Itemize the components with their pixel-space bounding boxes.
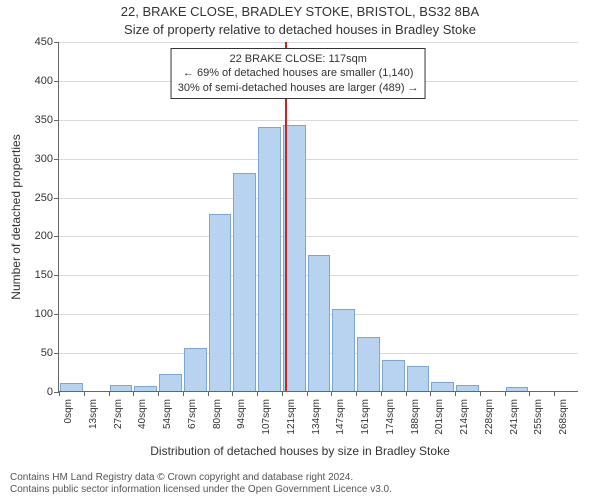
histogram-bar bbox=[332, 309, 355, 391]
xtick-label: 201sqm bbox=[434, 399, 445, 435]
histogram-bar bbox=[456, 385, 479, 391]
xtick-label: 268sqm bbox=[558, 399, 569, 435]
xtick-mark bbox=[84, 391, 85, 396]
xtick-label: 188sqm bbox=[410, 399, 421, 435]
histogram-bar bbox=[407, 366, 430, 391]
xtick-label: 54sqm bbox=[162, 399, 173, 429]
ytick-label: 200 bbox=[35, 230, 59, 242]
xtick-label: 241sqm bbox=[509, 399, 520, 435]
annotation-line-3: 30% of semi-detached houses are larger (… bbox=[178, 81, 419, 95]
xtick-mark bbox=[480, 391, 481, 396]
xtick-label: 0sqm bbox=[63, 399, 74, 423]
xtick-mark bbox=[307, 391, 308, 396]
ytick-label: 100 bbox=[35, 308, 59, 320]
xtick-mark bbox=[455, 391, 456, 396]
xtick-label: 67sqm bbox=[187, 399, 198, 429]
annotation-line-1: 22 BRAKE CLOSE: 117sqm bbox=[178, 52, 419, 66]
ytick-label: 250 bbox=[35, 192, 59, 204]
xtick-label: 255sqm bbox=[533, 399, 544, 435]
xtick-mark bbox=[505, 391, 506, 396]
ytick-label: 50 bbox=[41, 347, 59, 359]
histogram-bar bbox=[258, 127, 281, 391]
histogram-bar bbox=[233, 173, 256, 391]
xtick-label: 134sqm bbox=[311, 399, 322, 435]
ytick-label: 300 bbox=[35, 153, 59, 165]
histogram-bar bbox=[134, 386, 157, 391]
histogram-bar bbox=[382, 360, 405, 391]
histogram-bar bbox=[159, 374, 182, 391]
grid-line bbox=[59, 42, 578, 43]
xtick-label: 107sqm bbox=[261, 399, 272, 435]
footer-copyright: Contains HM Land Registry data © Crown c… bbox=[10, 472, 353, 485]
x-axis-label: Distribution of detached houses by size … bbox=[0, 444, 600, 458]
histogram-bar bbox=[308, 255, 331, 391]
xtick-mark bbox=[208, 391, 209, 396]
ytick-label: 350 bbox=[35, 114, 59, 126]
histogram-bar bbox=[110, 385, 133, 391]
xtick-mark bbox=[158, 391, 159, 396]
xtick-mark bbox=[554, 391, 555, 396]
xtick-mark bbox=[109, 391, 110, 396]
xtick-label: 94sqm bbox=[236, 399, 247, 429]
grid-line bbox=[59, 159, 578, 160]
histogram-bar bbox=[506, 387, 529, 391]
footer-licence: Contains public sector information licen… bbox=[10, 484, 392, 497]
xtick-label: 27sqm bbox=[113, 399, 124, 429]
xtick-label: 40sqm bbox=[137, 399, 148, 429]
ytick-label: 400 bbox=[35, 75, 59, 87]
annotation-line-2: ← 69% of detached houses are smaller (1,… bbox=[178, 66, 419, 80]
plot-area: 0501001502002503003504004500sqm13sqm27sq… bbox=[58, 42, 578, 392]
histogram-bar bbox=[431, 382, 454, 391]
xtick-label: 121sqm bbox=[286, 399, 297, 435]
grid-line bbox=[59, 120, 578, 121]
xtick-mark bbox=[406, 391, 407, 396]
ytick-label: 0 bbox=[47, 386, 59, 398]
xtick-label: 147sqm bbox=[335, 399, 346, 435]
y-axis-label: Number of detached properties bbox=[9, 134, 23, 299]
xtick-mark bbox=[356, 391, 357, 396]
xtick-label: 80sqm bbox=[212, 399, 223, 429]
xtick-label: 174sqm bbox=[385, 399, 396, 435]
xtick-label: 13sqm bbox=[88, 399, 99, 429]
xtick-mark bbox=[381, 391, 382, 396]
annotation-box: 22 BRAKE CLOSE: 117sqm ← 69% of detached… bbox=[171, 48, 426, 99]
xtick-label: 214sqm bbox=[459, 399, 470, 435]
histogram-bar bbox=[60, 383, 83, 391]
chart-container: { "titles": { "address": "22, BRAKE CLOS… bbox=[0, 0, 600, 500]
xtick-mark bbox=[232, 391, 233, 396]
grid-line bbox=[59, 198, 578, 199]
xtick-mark bbox=[331, 391, 332, 396]
xtick-label: 161sqm bbox=[360, 399, 371, 435]
chart-subtitle: Size of property relative to detached ho… bbox=[0, 22, 600, 37]
histogram-bar bbox=[184, 348, 207, 391]
xtick-mark bbox=[59, 391, 60, 396]
xtick-mark bbox=[183, 391, 184, 396]
ytick-label: 450 bbox=[35, 36, 59, 48]
xtick-mark bbox=[257, 391, 258, 396]
xtick-mark bbox=[430, 391, 431, 396]
xtick-mark bbox=[282, 391, 283, 396]
xtick-mark bbox=[529, 391, 530, 396]
histogram-bar bbox=[357, 337, 380, 391]
address-title: 22, BRAKE CLOSE, BRADLEY STOKE, BRISTOL,… bbox=[0, 4, 600, 19]
ytick-label: 150 bbox=[35, 269, 59, 281]
histogram-bar bbox=[209, 214, 232, 391]
xtick-mark bbox=[133, 391, 134, 396]
grid-line bbox=[59, 236, 578, 237]
xtick-label: 228sqm bbox=[484, 399, 495, 435]
